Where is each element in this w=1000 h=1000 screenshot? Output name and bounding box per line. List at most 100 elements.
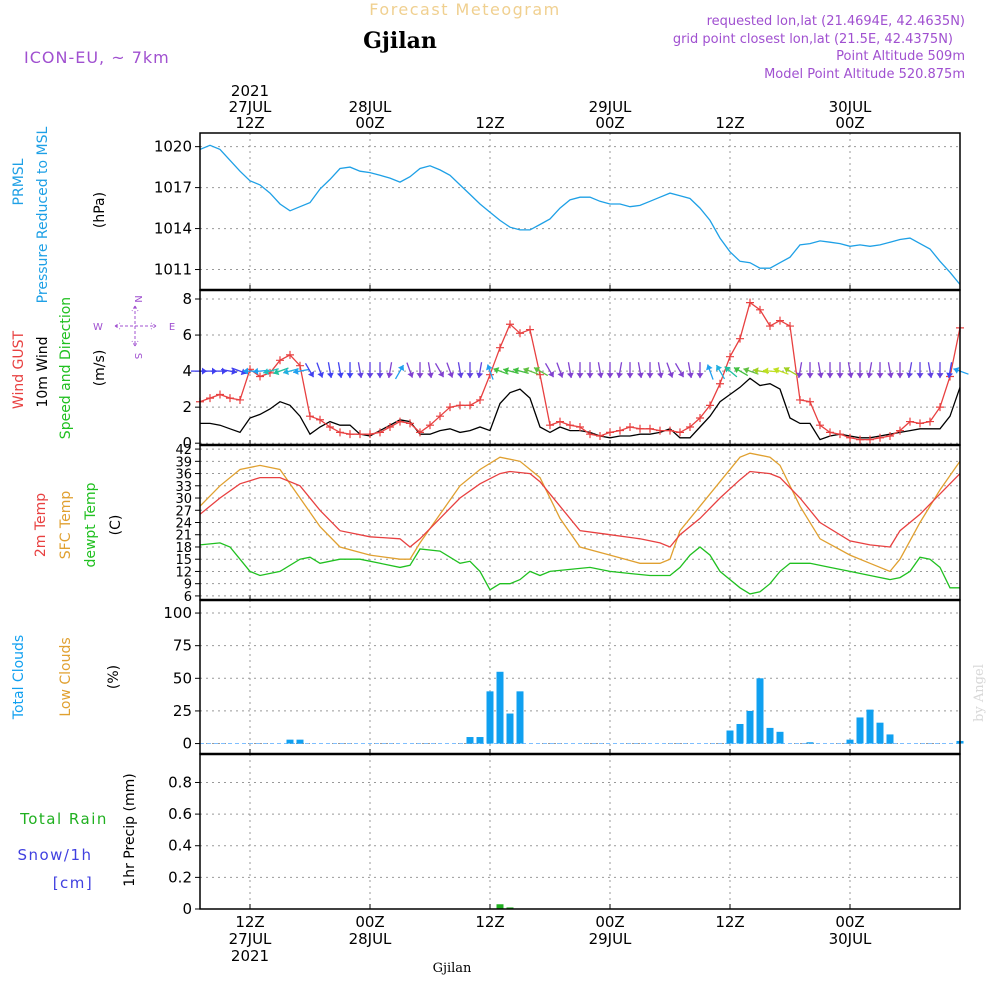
y-tick-label: 6 — [182, 326, 192, 344]
wind-gust-marker — [326, 422, 334, 431]
wind-gust-marker — [216, 390, 224, 399]
wind-gust-marker — [256, 372, 264, 381]
wind-gust-marker — [336, 428, 344, 437]
total-clouds-bar — [516, 691, 524, 744]
wind-direction-arrow — [394, 364, 405, 380]
y-tick-label: 8 — [182, 290, 192, 308]
y-tick-label: 0.4 — [168, 837, 192, 855]
wind-direction-arrow — [544, 362, 555, 378]
wind-gust-marker — [676, 428, 684, 437]
y-tick-label: 0.8 — [168, 773, 192, 791]
bottom-time-tick-label: 12Z — [475, 913, 504, 931]
wind-gust-marker — [396, 417, 404, 426]
y-tick-label: 0 — [182, 434, 192, 452]
wind-gust-marker — [916, 419, 924, 428]
wind-gust-marker — [456, 401, 464, 410]
total-clouds-bar — [806, 742, 814, 744]
wind-direction-arrow — [476, 362, 484, 379]
bottom-time-tick-label: 12Z — [715, 913, 744, 931]
top-time-tick-label: 30JUL — [829, 98, 872, 116]
wind-direction-arrow — [434, 362, 445, 378]
wind-direction-arrow — [626, 362, 634, 379]
wind-gust-marker — [546, 421, 554, 430]
wind-direction-arrow — [513, 367, 529, 375]
y-tick-label: 0.6 — [168, 805, 192, 823]
wind-gust-marker — [296, 361, 304, 370]
series-2m-temp-line — [200, 470, 960, 548]
wind-direction-arrow — [636, 362, 644, 379]
wind-gust-marker — [906, 417, 914, 426]
wind-gust-marker — [436, 412, 444, 421]
snow-units-label: [cm] — [53, 874, 94, 892]
total-clouds-bar — [856, 717, 864, 744]
wind-direction-arrow — [326, 362, 334, 379]
wind-gust-marker — [926, 417, 934, 426]
wind-direction-arrow — [724, 366, 738, 378]
pressure-label-reduced: Pressure Reduced to MSL — [35, 126, 51, 303]
point-altitude: Point Altitude 509m — [836, 49, 965, 64]
y-tick-label: 33 — [175, 480, 192, 495]
wind-direction-arrow — [646, 362, 654, 379]
top-time-tick-label: 12Z — [235, 114, 264, 132]
wind-direction-arrow — [836, 362, 844, 379]
wind-gust-marker — [626, 422, 634, 431]
wind-direction-arrow — [273, 367, 289, 376]
total-clouds-bar — [756, 678, 764, 744]
wind-gust-marker — [646, 424, 654, 433]
total-clouds-bar — [766, 727, 774, 744]
bottom-time-tick-label: 00Z — [835, 913, 864, 931]
y-tick-label: 4 — [182, 362, 192, 380]
total-clouds-bar — [746, 710, 754, 744]
wind-direction-arrow — [674, 362, 685, 378]
wind-gust-marker — [566, 421, 574, 430]
wind-gust-marker — [226, 394, 234, 403]
wind-gust-marker — [766, 322, 774, 331]
location-title: Gjilan — [363, 28, 437, 54]
wind-direction-arrow — [773, 367, 789, 375]
credit-label: by Angel — [972, 664, 987, 722]
wind-direction-arrow — [656, 362, 664, 379]
wind-direction-arrow — [356, 362, 364, 379]
top-time-tick-label: 28JUL — [349, 98, 392, 116]
wind-gust-marker — [706, 401, 714, 410]
total-clouds-bar — [776, 731, 784, 744]
top-time-tick-label: 12Z — [475, 114, 504, 132]
wind-direction-arrow — [456, 362, 464, 379]
wind-speed-direction-label: Speed and Direction — [58, 297, 74, 439]
bottom-time-tick-label: 27JUL — [229, 930, 272, 948]
total-clouds-bar — [886, 734, 894, 744]
model-point-altitude: Model Point Altitude 520.875m — [764, 67, 965, 82]
wind-direction-arrow — [706, 364, 714, 380]
total-clouds-label: Total Clouds — [11, 635, 27, 720]
top-time-tick-label: 2021 — [231, 82, 269, 100]
y-tick-label: 1017 — [154, 179, 192, 197]
snow-label: Snow/1h — [17, 846, 92, 864]
wind-gust-marker — [466, 401, 474, 410]
wind-gust-marker — [786, 322, 794, 331]
wind-direction-arrow — [263, 368, 279, 376]
wind-direction-arrow — [953, 367, 969, 375]
wind-direction-arrow — [466, 362, 474, 379]
y-tick-label: 1020 — [154, 138, 192, 156]
wind-direction-arrow — [386, 362, 394, 379]
wind-direction-arrow — [336, 362, 344, 379]
wind-direction-arrow — [493, 367, 509, 375]
wind-direction-arrow — [606, 362, 614, 379]
y-tick-label: 25 — [173, 702, 192, 720]
compass-w-label: W — [93, 322, 103, 333]
temp-sfc-label: SFC Temp — [58, 491, 74, 560]
top-time-tick-label: 00Z — [595, 114, 624, 132]
wind-gust-marker — [736, 334, 744, 343]
temp-dewpt-label: dewpt Temp — [83, 482, 99, 567]
wind-gust-marker — [636, 424, 644, 433]
wind-direction-arrow — [446, 362, 454, 378]
wind-direction-arrow — [696, 362, 704, 379]
wind-direction-arrow — [826, 362, 834, 379]
wind-direction-arrow — [366, 362, 374, 379]
bottom-time-tick-label: 28JUL — [349, 930, 392, 948]
wind-direction-arrow — [715, 364, 726, 380]
wind-gust-marker — [306, 412, 314, 421]
wind-direction-arrow — [856, 362, 864, 379]
wind-direction-arrow — [816, 362, 824, 379]
wind-gust-marker — [506, 320, 514, 329]
